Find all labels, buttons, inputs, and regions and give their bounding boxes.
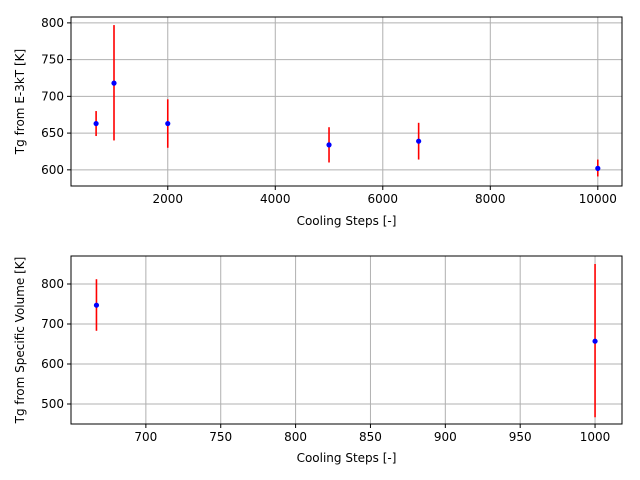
top-data-point: [416, 138, 422, 144]
top-x-tick-label: 2000: [152, 192, 183, 206]
top-data-point: [326, 142, 332, 148]
top-x-tick-label: 10000: [579, 192, 617, 206]
top-data-point: [93, 120, 99, 127]
bottom-y-tick-label: 500: [41, 397, 64, 411]
top-x-tick-label: 8000: [475, 192, 506, 206]
bottom-x-tick-label: 850: [359, 430, 382, 444]
bottom-y-axis-label: Tg from Specific Volume [K]: [13, 257, 27, 425]
bottom-x-tick-label: 1000: [580, 430, 611, 444]
top-data-point: [595, 165, 601, 171]
top-ticks: 2000 4000 6000 8000 10000 600 650 700 750 800: [41, 16, 617, 206]
bottom-y-tick-label: 800: [41, 277, 64, 291]
bottom-x-tick-label: 800: [284, 430, 307, 444]
bottom-y-tick-label: 600: [41, 357, 64, 371]
bottom-ticks: 700 750 800 850 900 950 1000 500 600 700 800: [41, 277, 610, 444]
bottom-x-tick-label: 750: [209, 430, 232, 444]
bottom-x-tick-label: 900: [434, 430, 457, 444]
top-markers: [93, 80, 601, 171]
bottom-subplot: 700 750 800 850 900 950 1000 500 600 700 800 Cooli…: [13, 255, 623, 465]
top-grid: [71, 17, 622, 186]
bottom-data-point: [592, 338, 598, 344]
bottom-x-axis-label: Cooling Steps [-]: [297, 451, 397, 465]
top-x-tick-label: 4000: [260, 192, 291, 206]
top-subplot: 2000 4000 6000 8000 10000 600 650 700 750 800 Coo…: [13, 16, 623, 228]
bottom-markers: [93, 302, 598, 344]
top-axes-frame: [70, 16, 623, 187]
bottom-x-tick-label: 700: [134, 430, 157, 444]
top-y-tick-label: 750: [41, 53, 64, 67]
top-data-point: [165, 120, 171, 127]
bottom-x-tick-label: 950: [509, 430, 532, 444]
bottom-y-tick-label: 700: [41, 317, 64, 331]
top-y-tick-label: 650: [41, 126, 64, 140]
top-x-tick-label: 6000: [368, 192, 399, 206]
bottom-axes-frame: [70, 255, 623, 425]
top-data-point: [111, 80, 117, 86]
top-y-tick-label: 600: [41, 163, 64, 177]
top-y-tick-label: 700: [41, 89, 64, 103]
top-x-axis-label: Cooling Steps [-]: [297, 214, 397, 228]
bottom-data-point: [93, 302, 100, 308]
top-y-tick-label: 800: [41, 16, 64, 30]
top-y-axis-label: Tg from E-3kT [K]: [13, 49, 27, 155]
